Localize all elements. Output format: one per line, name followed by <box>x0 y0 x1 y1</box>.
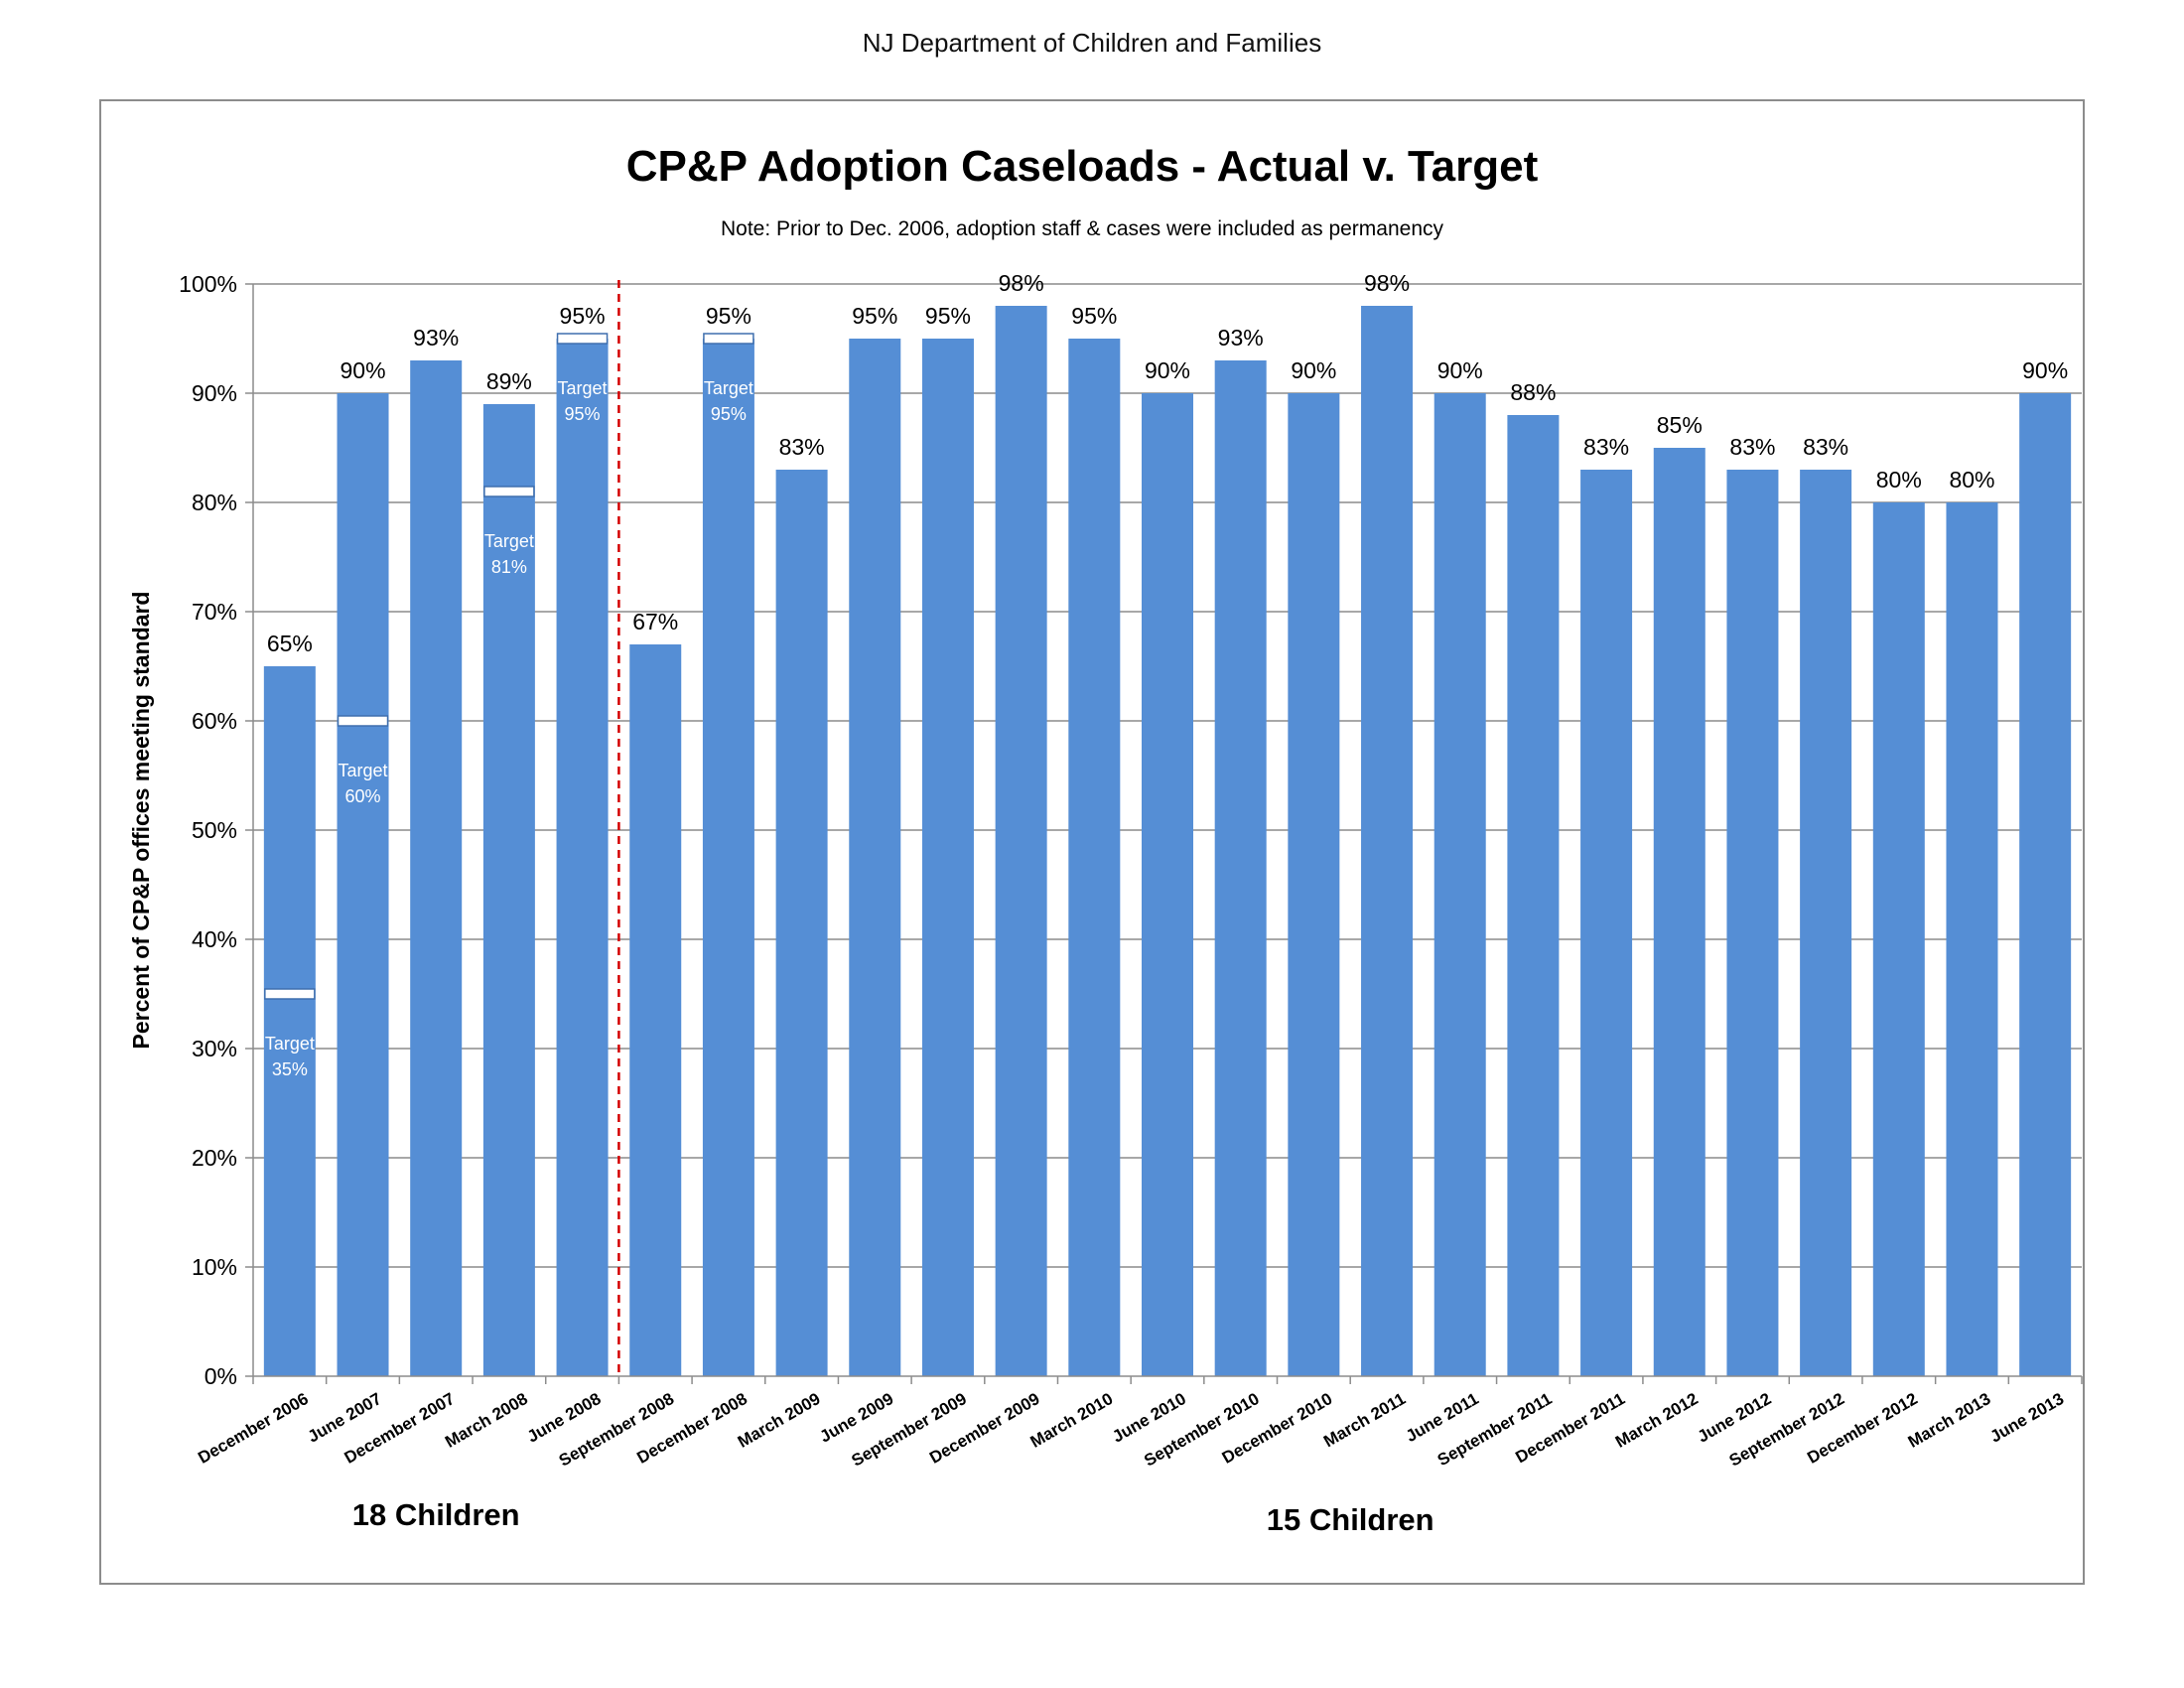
data-label: 95% <box>925 303 971 329</box>
bar <box>995 306 1047 1376</box>
group-label: 18 Children <box>352 1497 520 1532</box>
bar <box>849 339 901 1376</box>
target-value: 95% <box>565 404 601 424</box>
data-label: 95% <box>852 303 897 329</box>
bar <box>1872 502 1925 1376</box>
data-label: 89% <box>486 368 532 394</box>
target-label: Target <box>704 378 753 398</box>
labels: 0% 10% 20% 30% 40% 50% 60% 70% 80% 90% 100% 65% Dece… <box>179 270 2068 1537</box>
target-value: 35% <box>272 1059 308 1079</box>
target-value: 95% <box>711 404 747 424</box>
bar <box>410 360 463 1376</box>
bar <box>263 666 316 1376</box>
bar <box>1214 360 1267 1376</box>
y-tick-label: 70% <box>192 599 237 625</box>
bar <box>556 339 609 1376</box>
chart-subtitle: Note: Prior to Dec. 2006, adoption staff… <box>721 217 1444 240</box>
y-tick-label: 0% <box>205 1363 237 1389</box>
data-label: 93% <box>1218 325 1264 351</box>
data-label: 95% <box>706 303 751 329</box>
x-tick-label: March 2011 <box>1320 1389 1409 1451</box>
data-label: 83% <box>779 434 825 460</box>
data-label: 90% <box>1145 357 1190 383</box>
x-tick-label: March 2008 <box>442 1389 531 1452</box>
chart-frame <box>99 99 2085 1585</box>
bar <box>629 644 682 1376</box>
data-label: 67% <box>632 609 678 634</box>
data-label: 83% <box>1803 434 1848 460</box>
y-tick-label: 80% <box>192 490 237 515</box>
bar <box>1653 448 1706 1376</box>
y-tick-label: 10% <box>192 1254 237 1280</box>
target-label: Target <box>558 378 608 398</box>
bars <box>263 306 2072 1376</box>
data-label: 65% <box>267 631 313 656</box>
x-tick-label: March 2012 <box>1612 1389 1702 1452</box>
y-tick-label: 50% <box>192 817 237 843</box>
data-label: 83% <box>1729 434 1775 460</box>
y-tick-label: 90% <box>192 380 237 406</box>
bar <box>1288 393 1340 1376</box>
target-marker <box>556 333 609 345</box>
data-label: 98% <box>1364 270 1410 296</box>
page-header: NJ Department of Children and Families <box>862 28 1322 58</box>
group-label: 15 Children <box>1267 1502 1434 1537</box>
bar <box>2019 393 2072 1376</box>
target-value: 60% <box>345 786 381 806</box>
chart-title: CP&P Adoption Caseloads - Actual v. Targ… <box>626 142 1539 191</box>
data-label: 93% <box>413 325 459 351</box>
bar <box>1726 470 1779 1376</box>
data-label: 95% <box>1071 303 1117 329</box>
bar <box>702 339 754 1376</box>
data-label: 90% <box>2022 357 2068 383</box>
y-axis-label: Percent of CP&P offices meeting standard <box>128 592 154 1050</box>
bar <box>1142 393 1193 1376</box>
bar <box>921 339 974 1376</box>
x-tick-label: March 2009 <box>735 1389 824 1452</box>
bar <box>337 393 389 1376</box>
bar <box>1361 306 1414 1376</box>
bar <box>1580 470 1633 1376</box>
axes <box>245 280 2083 1384</box>
data-label: 80% <box>1876 467 1922 492</box>
target-value: 81% <box>491 557 527 577</box>
y-tick-label: 60% <box>192 708 237 734</box>
data-label: 90% <box>340 357 385 383</box>
x-tick-label: December 2006 <box>195 1389 312 1468</box>
data-label: 90% <box>1437 357 1483 383</box>
data-label: 85% <box>1657 412 1703 438</box>
y-tick-label: 30% <box>192 1036 237 1061</box>
y-tick-label: 20% <box>192 1145 237 1171</box>
bar <box>1068 339 1121 1376</box>
data-label: 95% <box>560 303 606 329</box>
data-label: 83% <box>1583 434 1629 460</box>
data-label: 80% <box>1949 467 1994 492</box>
target-label: Target <box>339 761 388 780</box>
data-label: 90% <box>1291 357 1336 383</box>
bar <box>482 404 535 1376</box>
bar <box>1433 393 1486 1376</box>
x-tick-label: March 2013 <box>1905 1389 1994 1452</box>
target-marker <box>703 333 754 345</box>
x-tick-label: March 2010 <box>1027 1389 1117 1452</box>
y-tick-label: 100% <box>179 271 237 297</box>
bar <box>1507 415 1560 1376</box>
x-tick-label: June 2013 <box>1986 1389 2067 1447</box>
target-marker <box>483 486 535 497</box>
bar <box>1946 502 1998 1376</box>
data-label: 88% <box>1510 379 1556 405</box>
bar <box>1800 470 1852 1376</box>
target-marker <box>264 988 316 1000</box>
bar <box>775 470 828 1376</box>
y-tick-label: 40% <box>192 926 237 952</box>
target-marker <box>337 715 389 727</box>
target-label: Target <box>265 1034 315 1054</box>
data-label: 98% <box>999 270 1044 296</box>
target-label: Target <box>484 531 534 551</box>
